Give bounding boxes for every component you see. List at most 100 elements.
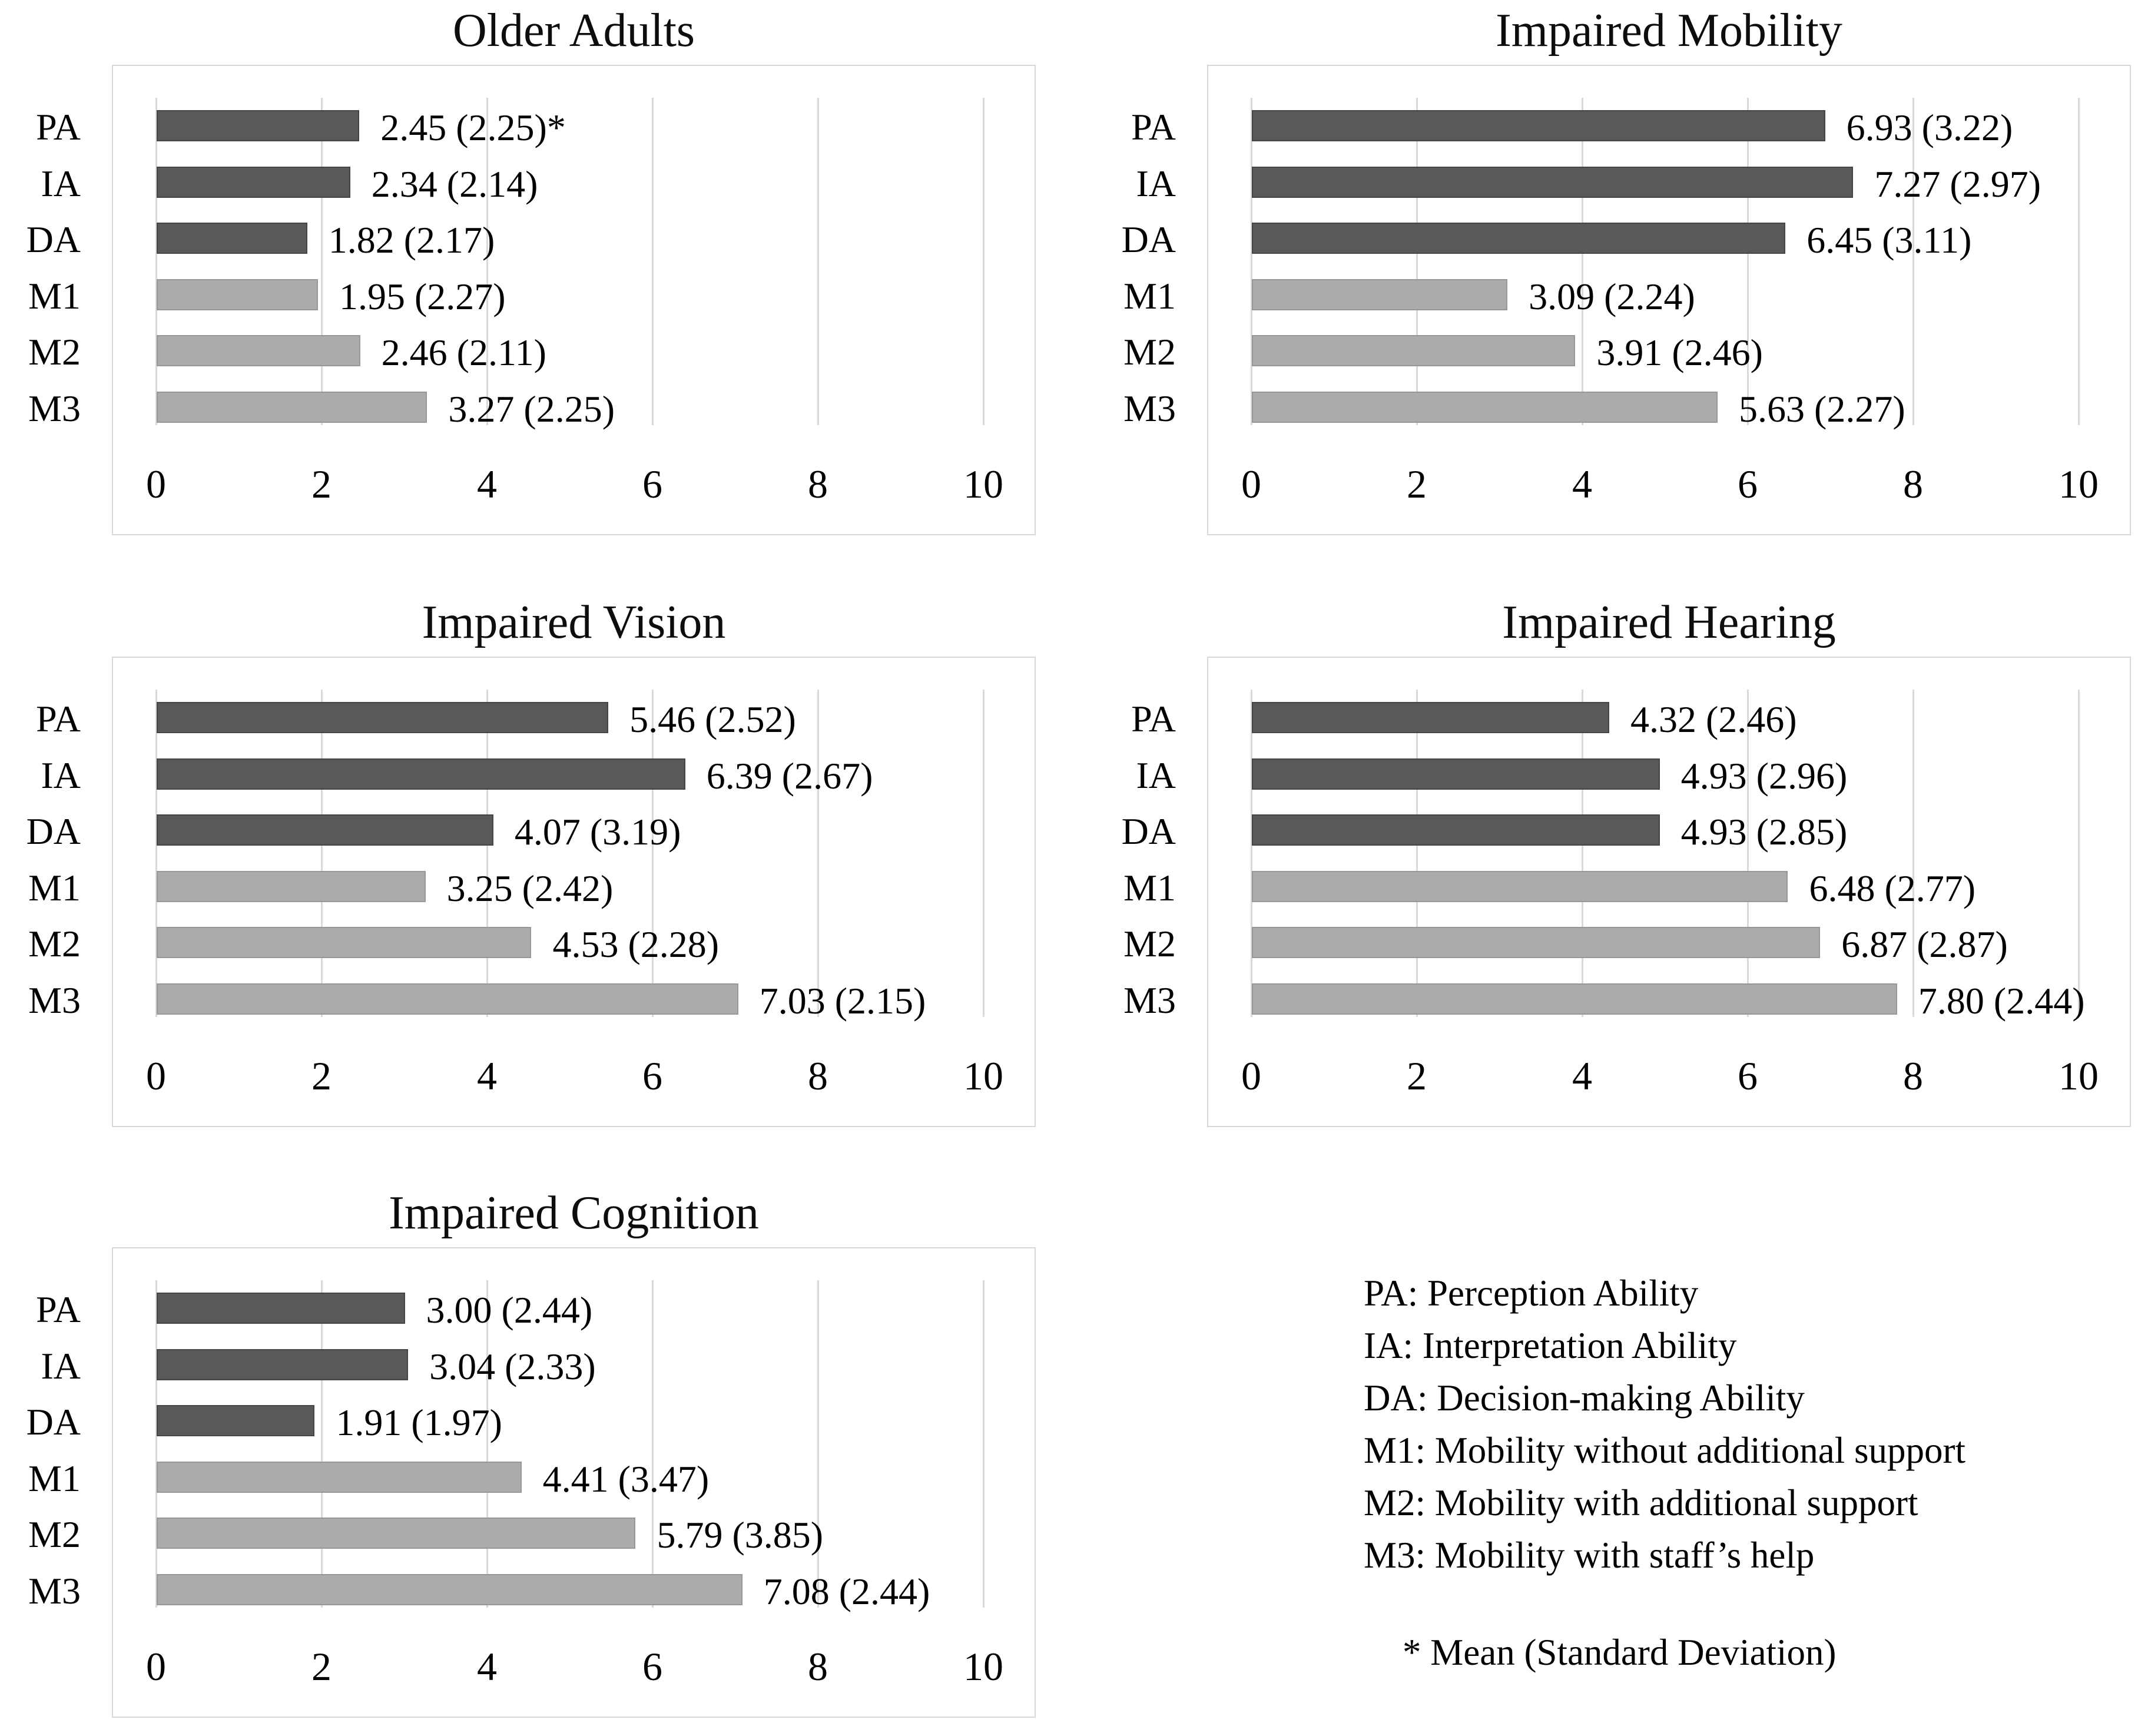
bar-m3 <box>157 391 427 423</box>
bar-m2 <box>157 927 532 958</box>
gridline-2 <box>321 690 323 1017</box>
gridline-10 <box>983 1280 985 1608</box>
bar-value-label: 5.63 (2.27) <box>1739 387 1905 430</box>
gridline-0 <box>1251 690 1252 1017</box>
bar-value-label: 7.27 (2.97) <box>1874 163 2041 205</box>
legend-item-ia: IA: Interpretation Ability <box>1364 1325 1737 1366</box>
x-tick-label: 8 <box>1903 462 1923 506</box>
bar-m1 <box>157 1461 522 1493</box>
category-label-m3: M3 <box>28 979 81 1021</box>
bar-ia <box>157 166 350 198</box>
chart-title: Impaired Cognition <box>389 1187 759 1239</box>
gridline-8 <box>817 1280 819 1608</box>
bar-value-label: 3.91 (2.46) <box>1596 332 1763 373</box>
category-label-m2: M2 <box>28 1513 81 1555</box>
gridline-2 <box>321 1280 323 1608</box>
bar-m1 <box>157 870 426 902</box>
category-label-pa: PA <box>36 698 81 740</box>
category-label-ia: IA <box>41 754 81 796</box>
bar-value-label: 6.93 (3.22) <box>1846 107 2013 148</box>
bar-m2 <box>157 335 360 366</box>
category-label-da: DA <box>26 1401 81 1443</box>
legend-footnote: * Mean (Standard Deviation) <box>1403 1632 1837 1673</box>
bar-value-label: 2.45 (2.25)* <box>380 107 566 148</box>
x-tick-label: 10 <box>2059 462 2099 506</box>
chart-older-adults: Older Adults 0 2 4 6 8 10 PA 2.45 (2.25)* IA 2.34 … <box>26 6 1036 535</box>
bar-m2 <box>157 1518 636 1549</box>
category-label-m2: M2 <box>28 331 81 373</box>
chart-title: Older Adults <box>452 5 695 57</box>
bar-pa <box>157 1293 405 1324</box>
bar-value-label: 1.95 (2.27) <box>339 275 506 317</box>
category-label-m3: M3 <box>1123 387 1176 429</box>
x-tick-label: 2 <box>311 1644 332 1689</box>
category-label-m1: M1 <box>28 866 81 909</box>
gridline-2 <box>1416 98 1418 425</box>
bar-value-label: 6.45 (3.11) <box>1806 219 1972 261</box>
chart-title: Impaired Vision <box>422 597 726 648</box>
bar-value-label: 3.27 (2.25) <box>448 387 615 430</box>
bar-m3 <box>157 983 738 1015</box>
x-tick-label: 4 <box>477 462 497 506</box>
gridline-0 <box>1251 98 1252 425</box>
x-tick-label: 10 <box>963 1644 1003 1689</box>
bar-value-label: 3.09 (2.24) <box>1529 275 1695 317</box>
bar-value-label: 7.03 (2.15) <box>759 979 926 1022</box>
bar-m3 <box>157 1573 743 1605</box>
x-tick-label: 6 <box>1738 1053 1758 1098</box>
gridline-2 <box>321 98 323 425</box>
bar-pa <box>157 110 360 141</box>
chart-title: Impaired Hearing <box>1502 597 1836 648</box>
x-tick-label: 0 <box>146 1644 166 1689</box>
chart-impaired-mobility: Impaired Mobility 0 2 4 6 8 10 PA 6.93 (3.22) IA 7… <box>1122 6 2131 535</box>
gridline-4 <box>486 1280 488 1608</box>
category-label-da: DA <box>26 810 81 852</box>
gridline-2 <box>1416 690 1418 1017</box>
legend-item-pa: PA: Perception Ability <box>1364 1273 1699 1314</box>
bar-value-label: 6.48 (2.77) <box>1809 867 1976 909</box>
category-label-ia: IA <box>41 162 81 204</box>
bar-m3 <box>1252 983 1897 1015</box>
bar-m1 <box>157 279 318 310</box>
bar-value-label: 6.39 (2.67) <box>706 754 873 797</box>
gridline-10 <box>983 690 985 1017</box>
x-tick-label: 2 <box>311 462 332 506</box>
legend-item-m1: M1: Mobility without additional support <box>1364 1430 1965 1471</box>
category-label-m1: M1 <box>28 1457 81 1499</box>
bar-ia <box>157 758 685 790</box>
bar-value-label: 3.25 (2.42) <box>446 867 614 909</box>
legend-item-m3: M3: Mobility with staff’s help <box>1364 1535 1815 1576</box>
gridline-8 <box>817 98 819 425</box>
bar-value-label: 2.34 (2.14) <box>371 163 538 205</box>
bar-value-label: 4.41 (3.47) <box>542 1457 710 1500</box>
category-label-m2: M2 <box>1123 331 1176 373</box>
category-label-pa: PA <box>36 1288 81 1330</box>
bar-da <box>1252 223 1786 254</box>
bar-m1 <box>1252 870 1788 902</box>
bar-value-label: 4.53 (2.28) <box>552 923 720 965</box>
gridline-10 <box>2078 690 2080 1017</box>
bar-value-label: 2.46 (2.11) <box>381 332 546 373</box>
category-label-pa: PA <box>36 106 81 148</box>
gridline-10 <box>2078 98 2080 425</box>
x-tick-label: 10 <box>963 462 1003 506</box>
x-tick-label: 6 <box>642 462 662 506</box>
bar-value-label: 1.91 (1.97) <box>336 1402 502 1443</box>
gridline-6 <box>652 1280 654 1608</box>
category-label-m3: M3 <box>28 387 81 429</box>
x-tick-label: 10 <box>963 1053 1003 1098</box>
x-tick-label: 0 <box>146 462 166 506</box>
x-tick-label: 0 <box>1241 1053 1261 1098</box>
bar-ia <box>1252 758 1660 790</box>
bar-value-label: 4.32 (2.46) <box>1630 698 1797 740</box>
bar-value-label: 4.07 (3.19) <box>514 811 681 853</box>
category-label-da: DA <box>26 218 81 260</box>
gridline-0 <box>155 1280 157 1608</box>
bar-value-label: 3.04 (2.33) <box>429 1345 596 1387</box>
legend: PA: Perception Ability IA: Interpretation… <box>1364 1267 1965 1582</box>
bar-pa <box>1252 702 1609 733</box>
category-label-pa: PA <box>1131 698 1176 740</box>
bar-m2 <box>1252 335 1576 366</box>
bar-value-label: 5.46 (2.52) <box>629 698 796 740</box>
bar-value-label: 7.08 (2.44) <box>763 1570 930 1612</box>
